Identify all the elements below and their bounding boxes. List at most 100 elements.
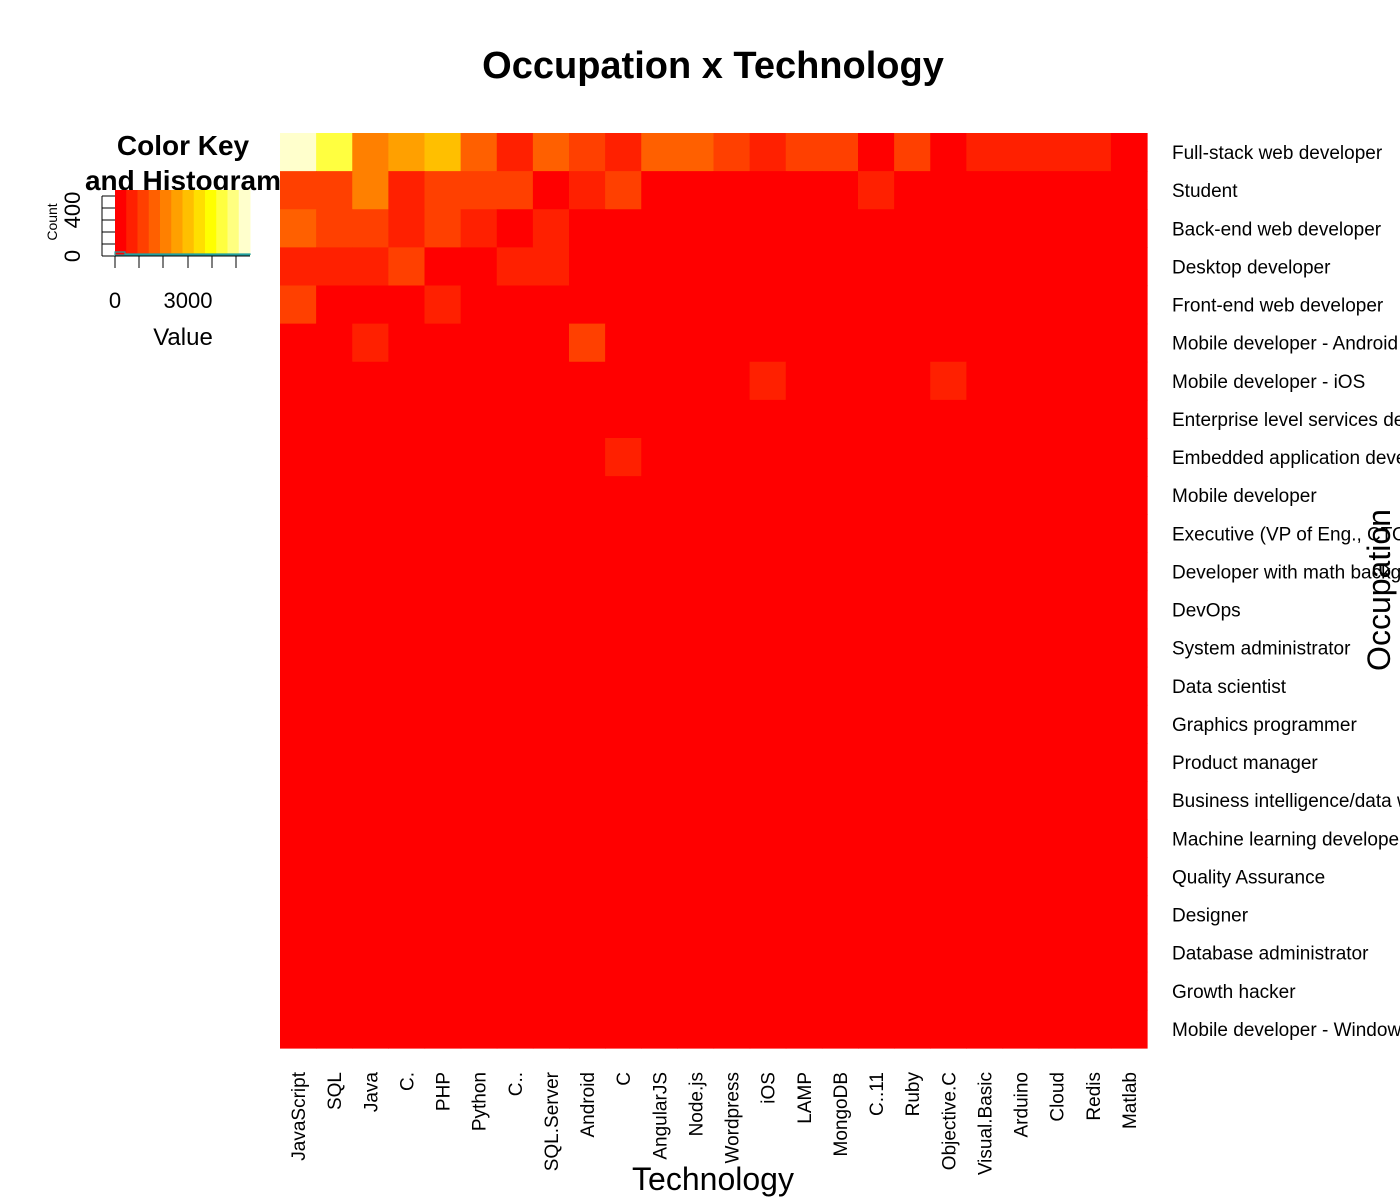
heatmap-cell — [1002, 590, 1040, 630]
heatmap-cell — [966, 323, 1004, 363]
heatmap-cell — [280, 1009, 317, 1049]
heatmap-cell — [316, 1009, 353, 1049]
heatmap-cell — [641, 476, 678, 515]
heatmap-cell — [821, 399, 859, 439]
heatmap-cell — [1002, 323, 1040, 363]
heatmap-cell — [280, 895, 317, 935]
heatmap-cell — [316, 476, 353, 515]
heatmap-cell — [858, 133, 895, 172]
heatmap-cell — [605, 399, 642, 439]
heatmap-cell — [1002, 438, 1040, 477]
heatmap-cell — [532, 133, 570, 172]
heatmap-cell — [424, 704, 462, 744]
heatmap-cell — [316, 285, 353, 325]
heatmap-cell — [388, 933, 426, 973]
heatmap-cell — [677, 514, 715, 553]
heatmap-cell — [713, 704, 751, 744]
heatmap-cell — [713, 361, 751, 401]
heatmap-cell — [569, 819, 606, 858]
heatmap-cell — [532, 361, 570, 401]
heatmap-cell — [966, 666, 1004, 706]
heatmap-cell — [713, 666, 751, 706]
heatmap-cell — [821, 781, 859, 820]
heatmap-cell — [749, 514, 787, 553]
heatmap-cell — [641, 247, 678, 287]
heatmap-cell — [316, 857, 353, 897]
heatmap-cell — [749, 133, 787, 172]
heatmap-cell — [641, 781, 678, 820]
heatmap-cell — [316, 399, 353, 439]
heatmap-cell — [677, 628, 715, 668]
heatmap-cell — [749, 399, 787, 439]
heatmap-cell — [569, 743, 606, 782]
x-tick-label: Ruby — [903, 1072, 924, 1117]
heatmap-cell — [460, 247, 498, 287]
heatmap-cell — [858, 819, 895, 858]
heatmap-cell — [1038, 933, 1076, 973]
heatmap-cell — [496, 590, 534, 630]
x-tick-label: Python — [470, 1072, 491, 1131]
heatmap-cell — [1110, 895, 1148, 935]
heatmap-cell — [821, 666, 859, 706]
heatmap-cell — [1110, 476, 1148, 515]
heatmap-cell — [677, 933, 715, 973]
heatmap-cell — [532, 1009, 570, 1049]
color-key-band — [205, 190, 217, 256]
heatmap-cell — [894, 704, 931, 744]
heatmap-cell — [569, 628, 606, 668]
heatmap-cell — [1074, 285, 1112, 325]
heatmap-cell — [424, 933, 462, 973]
heatmap-cell — [930, 285, 967, 325]
heatmap-cell — [677, 971, 715, 1011]
heatmap-cell — [677, 819, 715, 858]
heatmap-cell — [930, 933, 967, 973]
heatmap-cell — [1038, 590, 1076, 630]
heatmap-cell — [821, 171, 859, 210]
heatmap-cell — [280, 857, 317, 897]
x-tick-label: LAMP — [795, 1072, 816, 1124]
heatmap-cell — [641, 361, 678, 401]
heatmap-cell — [1038, 781, 1076, 820]
heatmap-cell — [785, 323, 823, 363]
heatmap-cell — [316, 933, 353, 973]
heatmap-cell — [785, 438, 823, 477]
heatmap-cell — [713, 438, 751, 477]
heatmap-cell — [641, 171, 678, 210]
heatmap-cell — [930, 743, 967, 782]
heatmap-cell — [280, 361, 317, 401]
heatmap-cell — [966, 438, 1004, 477]
heatmap-cell — [1002, 209, 1040, 248]
heatmap-cell — [749, 1009, 787, 1049]
heatmap-cell — [352, 1009, 389, 1049]
heatmap-cell — [966, 399, 1004, 439]
heatmap-cell — [388, 743, 426, 782]
heatmap-cell — [316, 628, 353, 668]
heatmap-cell — [569, 781, 606, 820]
heatmap-cell — [316, 781, 353, 820]
heatmap-cell — [1002, 171, 1040, 210]
heatmap-cell — [388, 781, 426, 820]
heatmap-cell — [677, 323, 715, 363]
heatmap-cell — [930, 323, 967, 363]
heatmap-cell — [280, 933, 317, 973]
heatmap-cell — [532, 552, 570, 592]
heatmap-cell — [930, 514, 967, 553]
heatmap-cell — [460, 819, 498, 858]
heatmap-cell — [966, 133, 1004, 172]
heatmap-cell — [858, 666, 895, 706]
heatmap-cell — [858, 171, 895, 210]
y-tick-label: Embedded application developer — [1172, 448, 1400, 469]
heatmap-cell — [641, 857, 678, 897]
heatmap-cell — [1110, 590, 1148, 630]
color-key-y-label: Count — [44, 203, 60, 240]
heatmap-cell — [858, 514, 895, 553]
heatmap-cell — [1002, 666, 1040, 706]
x-tick-label: SQL.Server — [542, 1071, 563, 1171]
heatmap-cell — [424, 895, 462, 935]
heatmap-cell — [1038, 323, 1076, 363]
heatmap-cell — [1038, 209, 1076, 248]
color-key-band — [148, 190, 161, 256]
heatmap-cell — [713, 285, 751, 325]
heatmap-cell — [749, 857, 787, 897]
heatmap-cell — [532, 704, 570, 744]
